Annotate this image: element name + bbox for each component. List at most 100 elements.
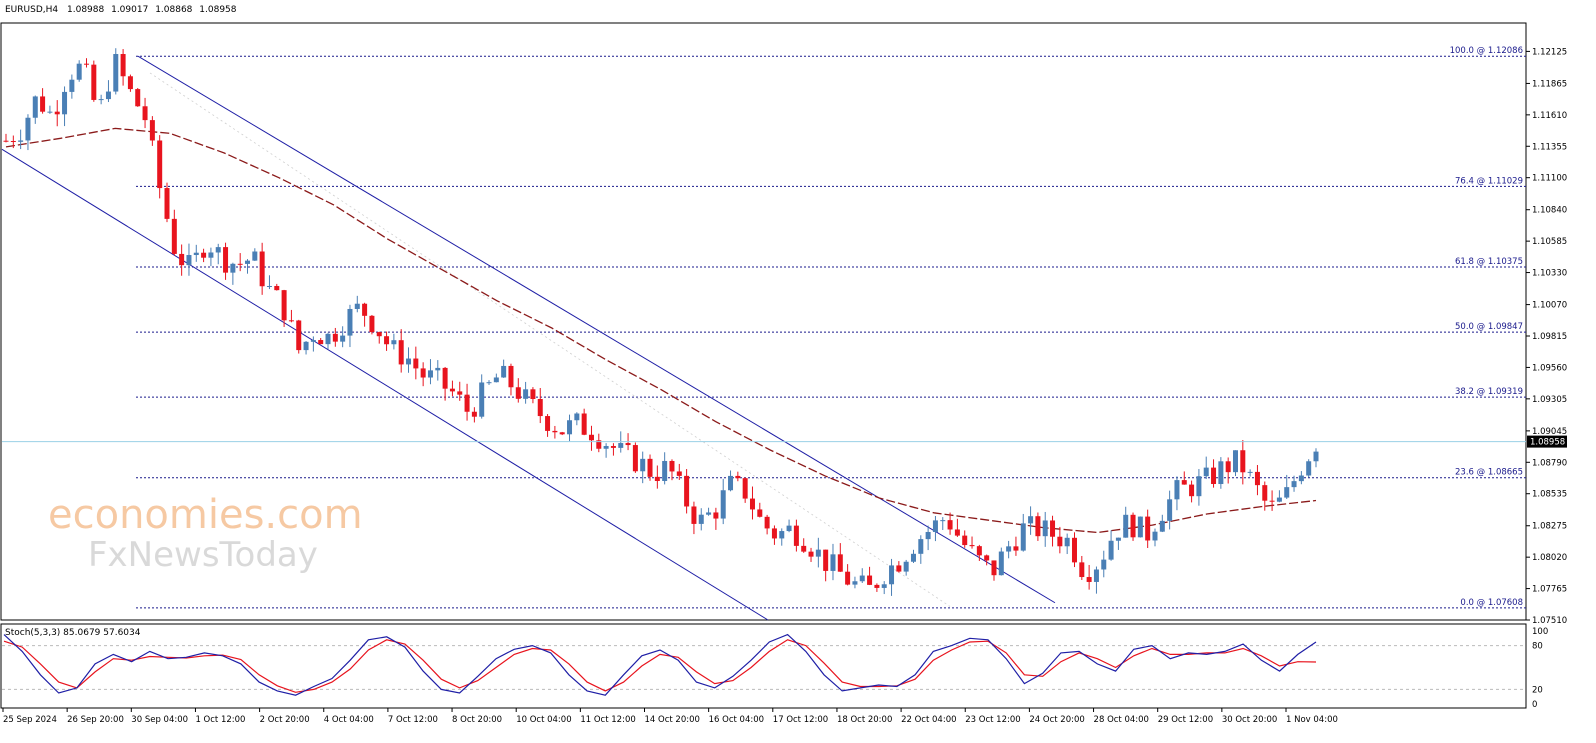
candle-bear [362, 303, 368, 316]
candle-bull [1115, 537, 1121, 541]
candle-bear [281, 290, 287, 321]
watermark-fxnewstoday: FxNewsToday [88, 535, 318, 575]
candle-bear [259, 251, 265, 287]
current-price-box [1527, 435, 1567, 448]
candle-bear [588, 434, 594, 441]
time-tick-label: 14 Oct 20:00 [645, 715, 700, 725]
candle-bear [610, 446, 616, 448]
candle-bull [574, 413, 580, 421]
price-tick-label: 1.10585 [1532, 237, 1567, 247]
candle-bull [25, 117, 31, 141]
candle-bull [266, 285, 272, 287]
candle-bull [479, 382, 485, 417]
time-tick-label: 2 Oct 20:00 [260, 715, 310, 725]
candle-bull [852, 581, 858, 585]
candle-bull [1298, 475, 1304, 482]
candle-bull [1108, 540, 1114, 560]
fib-label: 100.0 @ 1.12086 [1450, 46, 1523, 56]
time-tick-label: 28 Oct 04:00 [1094, 715, 1149, 725]
channel-upper [137, 55, 1056, 604]
candle-bull [1276, 497, 1282, 502]
candle-bear [442, 367, 448, 389]
candle-bear [120, 54, 126, 77]
candle-bull [698, 514, 704, 524]
time-tick-label: 25 Sep 2024 [3, 715, 57, 725]
candle-bull [113, 54, 119, 92]
stoch-tick-label: 20 [1532, 685, 1543, 695]
candle-bear [40, 96, 46, 112]
price-tick-label: 1.11100 [1532, 174, 1567, 184]
candle-bear [537, 399, 543, 417]
candle-bull [1042, 520, 1048, 537]
time-tick-label: 16 Oct 04:00 [709, 715, 764, 725]
time-tick-label: 18 Oct 20:00 [837, 715, 892, 725]
candle-bull [1203, 467, 1209, 477]
candle-bear [749, 498, 755, 510]
candle-bear [1211, 467, 1217, 485]
candle-bear [742, 478, 748, 499]
candle-bear [296, 320, 302, 351]
candle-bear [1189, 484, 1195, 497]
candle-bear [3, 140, 9, 142]
candle-bear [1225, 461, 1231, 473]
stoch-main-line [3, 633, 1317, 696]
candle-bull [1137, 516, 1143, 538]
candle-bull [303, 341, 309, 351]
fib-label: 0.0 @ 1.07608 [1460, 598, 1523, 608]
candle-bull [435, 367, 441, 371]
ohlc-close: 1.08958 [199, 5, 236, 15]
candle-bear [54, 111, 60, 115]
candle-bear [1181, 480, 1187, 485]
candle-bull [1093, 569, 1099, 582]
candle-bull [932, 520, 938, 532]
candle-bull [47, 111, 53, 113]
symbol-name: EURUSD,H4 [5, 5, 58, 15]
price-tick-label: 1.10840 [1532, 206, 1567, 216]
candle-bear [713, 512, 719, 519]
candle-bull [310, 340, 316, 342]
candle-bear [793, 525, 799, 546]
candle-bear [420, 368, 426, 378]
candle-bull [1167, 499, 1173, 521]
stoch-header: Stoch(5,3,3) 85.0679 57.6034 [5, 628, 141, 638]
candle-bull [347, 308, 353, 336]
candle-bull [1232, 450, 1238, 473]
candle-bear [508, 365, 514, 388]
candle-bull [603, 446, 609, 449]
candle-bear [976, 546, 982, 556]
candle-bear [684, 475, 690, 507]
candle-bear [676, 471, 682, 476]
candle-bull [215, 247, 221, 253]
candle-bull [1152, 531, 1158, 541]
stoch-tick-label: 100 [1532, 627, 1548, 637]
candle-bull [662, 460, 668, 482]
candle-bear [545, 416, 551, 431]
candle-bear [581, 413, 587, 435]
fibonacci-levels: 100.0 @ 1.12086 76.4 @ 1.11029 61.8 @ 1.10… [136, 46, 1526, 609]
candle-bull [1306, 461, 1312, 476]
candle-bull [523, 389, 529, 399]
moving-average-line [5, 127, 1317, 534]
candle-bear [288, 320, 294, 322]
candle-bear [1086, 577, 1092, 582]
time-tick-label: 29 Oct 12:00 [1158, 715, 1213, 725]
candle-bear [332, 333, 338, 342]
candle-bull [881, 584, 887, 588]
candle-bull [720, 490, 726, 519]
candle-bull [779, 531, 785, 539]
time-tick-label: 1 Oct 12:00 [195, 715, 245, 725]
candle-bear [464, 394, 470, 412]
ohlc-high: 1.09017 [111, 5, 148, 15]
candle-bear [164, 188, 170, 219]
stochastic-oscillator: 100 80 20 0 [2, 627, 1548, 710]
candle-bull [252, 251, 258, 261]
channel-lower [1, 148, 769, 621]
stoch-tick-label: 80 [1532, 642, 1543, 652]
candle-bear [237, 263, 243, 265]
candle-bear [1013, 546, 1019, 551]
candle-bull [830, 554, 836, 571]
candle-bull [501, 365, 507, 378]
candle-bull [325, 333, 331, 345]
candle-bull [940, 520, 946, 522]
candle-bear [1035, 516, 1041, 537]
